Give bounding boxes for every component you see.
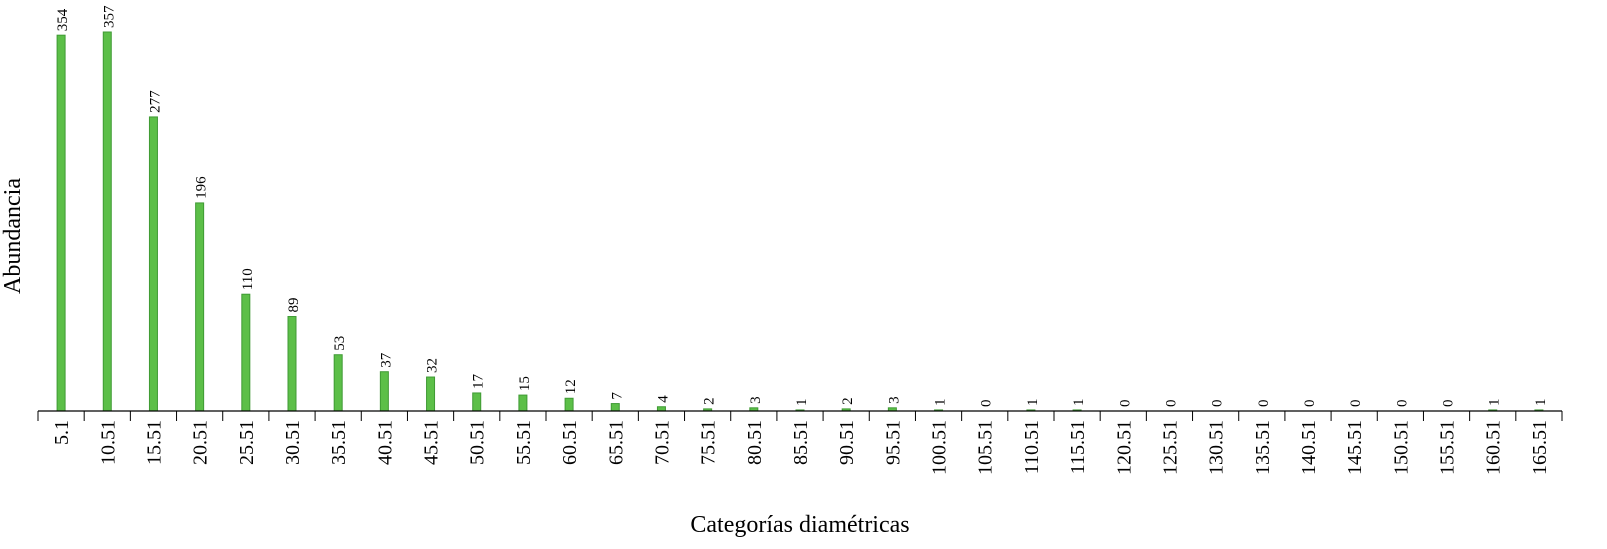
x-axis-title: Categorías diamétricas [690,512,909,538]
data-label: 3 [886,396,902,404]
x-tick-label: 5.1 [51,420,73,445]
data-label: 0 [1302,400,1318,408]
x-tick-label: 90.51 [836,420,858,465]
x-tick-label: 155.51 [1437,420,1459,475]
data-label: 0 [1163,400,1179,408]
x-tick-label: 165.51 [1529,420,1551,475]
x-tick-label: 55.51 [513,420,535,465]
data-label: 37 [378,352,394,368]
x-tick-label: 80.51 [744,420,766,465]
data-label: 2 [840,397,856,405]
data-label: 1 [1071,398,1087,406]
x-tick-label: 70.51 [651,420,673,465]
data-label: 7 [609,392,625,400]
data-label: 1 [933,398,949,406]
data-label: 12 [563,379,579,394]
x-axis: 5.1 10.51 15.51 20.51 25.51 30.51 35.51 40.51 45… [37,410,1563,475]
bar [333,354,343,412]
x-tick-label: 85.51 [790,420,812,465]
bar [379,371,389,412]
bar [241,293,251,412]
data-label: 0 [1256,400,1272,408]
bars-group [56,31,1544,412]
data-label: 89 [286,298,302,313]
bar [518,394,528,412]
x-tick-label: 145.51 [1344,420,1366,475]
y-axis-title: Abundancia [0,178,26,294]
x-tick-label: 130.51 [1206,420,1228,475]
x-tick-label: 15.51 [143,420,165,465]
data-label: 196 [194,176,210,199]
x-tick-label: 10.51 [97,420,119,465]
data-label: 53 [332,336,348,351]
x-tick-label: 40.51 [374,420,396,465]
data-label: 354 [55,8,71,31]
data-label: 1 [1487,398,1503,406]
bar [472,392,482,412]
bar [287,316,297,412]
x-tick-label: 125.51 [1159,420,1181,475]
bar [195,202,205,412]
bar [102,31,112,412]
x-tick-label: 135.51 [1252,420,1274,475]
data-label: 357 [101,5,117,28]
data-label: 0 [1394,400,1410,408]
bar [656,406,666,412]
data-label: 110 [240,268,256,290]
x-tick-label: 160.51 [1483,420,1505,475]
x-tick-label: 110.51 [1021,420,1043,474]
data-label: 3 [748,396,764,404]
data-label: 1 [1533,398,1549,406]
x-tick-label: 140.51 [1298,420,1320,475]
data-label: 15 [517,376,533,391]
data-label: 1 [794,398,810,406]
x-tick-label: 95.51 [882,420,904,465]
data-label: 4 [655,395,671,403]
x-tick-label: 65.51 [605,420,627,465]
x-tick-label: 35.51 [328,420,350,465]
data-label: 0 [1441,400,1457,408]
x-tick-label: 50.51 [467,420,489,465]
data-label: 0 [979,400,995,408]
bar [148,116,158,412]
data-label: 277 [147,90,163,113]
data-label: 0 [1117,400,1133,408]
data-label: 32 [425,358,441,373]
x-tick-label: 100.51 [929,420,951,475]
x-tick-labels-group: 5.1 10.51 15.51 20.51 25.51 30.51 35.51 40.51 45… [51,420,1551,475]
x-tick-label: 120.51 [1113,420,1135,475]
data-label: 17 [471,373,487,389]
x-tick-label: 150.51 [1390,420,1412,475]
x-ticks-group [37,411,1563,421]
data-label: 0 [1210,400,1226,408]
x-tick-label: 25.51 [236,420,258,465]
bar [564,397,574,412]
data-label: 0 [1348,400,1364,408]
x-tick-label: 105.51 [975,420,997,475]
x-tick-label: 115.51 [1067,420,1089,474]
bar [56,34,66,412]
x-tick-label: 75.51 [698,420,720,465]
data-label: 1 [1025,398,1041,406]
bar [610,403,620,412]
data-label: 2 [702,397,718,405]
x-tick-label: 20.51 [190,420,212,465]
x-tick-label: 60.51 [559,420,581,465]
bar [426,376,436,412]
x-tick-label: 30.51 [282,420,304,465]
x-tick-label: 45.51 [421,420,443,465]
